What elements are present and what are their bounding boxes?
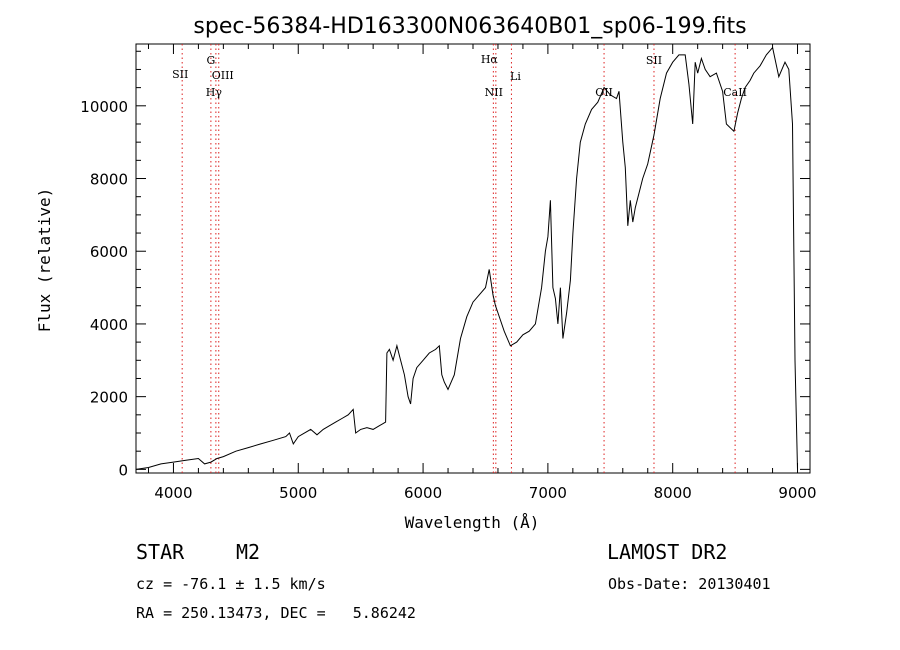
y-axis-label: Flux (relative) — [35, 188, 54, 333]
x-tick-label: 7000 — [529, 484, 567, 502]
spectral-line-label: NII — [485, 86, 503, 99]
x-tick-label: 4000 — [154, 484, 192, 502]
spectral-line-label: SII — [646, 54, 662, 67]
y-tick-label: 10000 — [80, 98, 128, 116]
y-tick-label: 0 — [118, 461, 128, 479]
axis-ticks: 4000 5000 6000 7000 8000 9000 0 2000 4000 6000 800… — [80, 44, 817, 502]
x-tick-label: 8000 — [654, 484, 692, 502]
x-tick-label: 9000 — [778, 484, 816, 502]
spectral-line-label: OII — [595, 86, 613, 99]
x-axis-label: Wavelength (Å) — [405, 513, 540, 532]
chart-title: spec-56384-HD163300N063640B01_sp06-199.f… — [193, 14, 746, 39]
spectral-line-label: SII — [172, 68, 188, 81]
survey-name: LAMOST DR2 — [607, 540, 728, 564]
y-tick-label: 4000 — [90, 316, 128, 334]
y-tick-label: 8000 — [90, 171, 128, 189]
spectral-line-label: CaII — [723, 86, 747, 99]
observation-date: Obs-Date: 20130401 — [608, 575, 771, 593]
spectral-line-label: Li — [510, 70, 521, 83]
spectral-line-markers: SII G Hγ OIII Hα NII Li OII SII CaII — [172, 44, 747, 473]
plot-frame — [135, 43, 811, 474]
series-layer — [135, 46, 798, 470]
x-tick-label: 5000 — [279, 484, 317, 502]
spectral-line-label: G — [206, 54, 215, 67]
spectral-line-label: Hα — [481, 53, 499, 66]
redshift-readout: cz = -76.1 ± 1.5 km/s — [136, 575, 326, 593]
x-tick-label: 6000 — [404, 484, 442, 502]
y-tick-label: 2000 — [90, 389, 128, 407]
y-tick-label: 6000 — [90, 243, 128, 261]
spectral-line-label: OIII — [212, 69, 234, 82]
coordinates-readout: RA = 250.13473, DEC = 5.86242 — [136, 604, 416, 622]
object-class: STAR — [136, 540, 185, 564]
object-subclass: M2 — [236, 540, 261, 564]
spectrum-line — [135, 46, 798, 470]
spectral-line-label: Hγ — [206, 86, 223, 99]
